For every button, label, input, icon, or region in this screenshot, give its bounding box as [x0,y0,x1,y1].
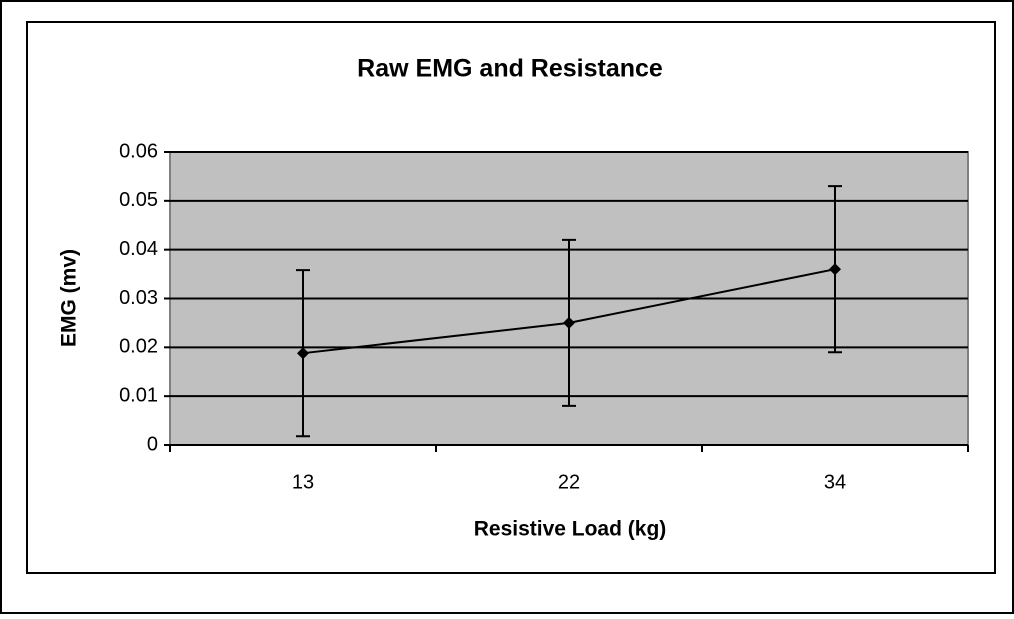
marker [297,347,309,360]
x-axis-label: Resistive Load (kg) [474,518,667,541]
y-tick-label: 0.06 [119,140,158,162]
y-tick-label: 0.03 [119,287,158,309]
y-tick-label: 0.05 [119,189,158,211]
marker [563,316,575,329]
y-tick-label: 0.01 [119,384,158,406]
y-tick-label: 0.04 [119,238,158,260]
x-tick-label: 34 [824,471,846,493]
x-tick-label: 13 [292,471,314,493]
chart-title: Raw EMG and Resistance [357,55,663,83]
marker [829,263,841,276]
y-axis-label: EMG (mv) [58,249,81,347]
y-tick-label: 0 [147,433,158,455]
x-tick-label: 22 [558,471,580,493]
y-tick-label: 0.02 [119,336,158,358]
